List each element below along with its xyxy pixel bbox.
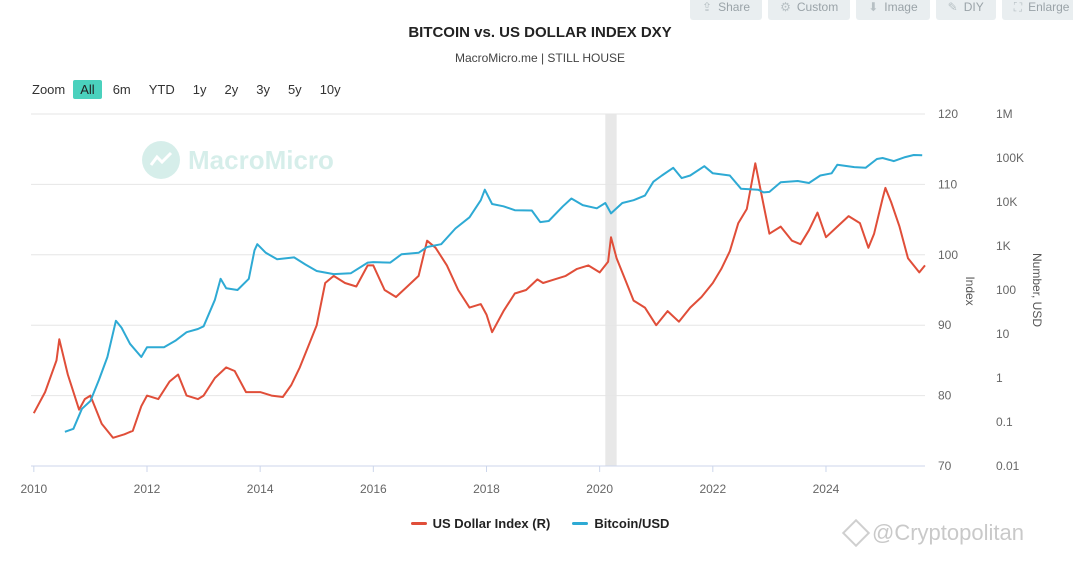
zoom-label: Zoom [32,82,66,97]
y-left-tick-label: 80 [938,389,952,403]
custom-button[interactable]: ⚙ Custom [768,0,851,20]
legend-item-dxy[interactable]: US Dollar Index (R) [410,516,551,531]
y-axis-left: 70 80 90 100 110 120 [938,107,958,473]
series-line-bitcoin [64,154,923,433]
y-right-tick-label: 1M [996,107,1013,121]
pencil-icon: ✎ [947,0,958,14]
x-tick-label: 2018 [473,482,500,496]
download-icon: ⬇ [868,0,879,14]
y-left-tick-label: 120 [938,107,958,121]
y-right-tick-label: 100K [996,151,1024,165]
watermark-text: MacroMicro [188,144,334,175]
macromicro-watermark: MacroMicro [142,141,334,179]
y-left-tick-label: 90 [938,318,952,332]
y-axis-right: 0.01 0.1 1 10 100 1K 10K 100K 1M [996,107,1024,473]
x-tick-label: 2016 [360,482,387,496]
x-axis: 2010 2012 2014 2016 2018 2020 2022 2024 [20,465,925,496]
zoom-10y-button[interactable]: 10y [319,82,341,97]
legend-swatch-bitcoin [572,522,589,525]
legend-item-bitcoin[interactable]: Bitcoin/USD [572,516,669,531]
legend-swatch-dxy [410,522,427,525]
zoom-all-button[interactable]: All [73,80,102,99]
x-tick-label: 2020 [586,482,613,496]
credit-text: @Cryptopolitan [872,520,1024,545]
chart-title: BITCOIN vs. US DOLLAR INDEX DXY [408,24,672,41]
series-group [32,154,926,439]
diy-button[interactable]: ✎ DIY [935,0,996,20]
zoom-ytd-button[interactable]: YTD [148,82,175,97]
share-button[interactable]: ⇪ Share [690,0,763,20]
x-tick-label: 2024 [813,482,840,496]
zoom-3y-button[interactable]: 3y [256,82,270,97]
enlarge-button[interactable]: ⛶ Enlarge [1001,0,1073,20]
x-tick-label: 2014 [247,482,274,496]
expand-icon: ⛶ [1013,0,1023,14]
share-icon: ⇪ [702,0,713,14]
legend-label-dxy: US Dollar Index (R) [432,516,551,531]
y-right-tick-label: 1K [996,239,1011,253]
y-right-tick-label: 1 [996,371,1003,385]
macromicro-logo-icon [142,141,180,179]
series-line-dxy [32,162,926,439]
zoom-5y-button[interactable]: 5y [287,82,302,97]
y-right-tick-label: 10K [996,195,1017,209]
zoom-selector: Zoom All 6m YTD 1y 2y 3y 5y 10y [32,80,348,99]
y-left-tick-label: 100 [938,248,958,262]
y-right-tick-label: 10 [996,327,1010,341]
cryptopolitan-logo-icon [841,518,871,548]
y-right-tick-label: 100 [996,283,1016,297]
zoom-2y-button[interactable]: 2y [224,82,239,97]
chart-subtitle: MacroMicro.me | STILL HOUSE [454,51,626,65]
gear-icon: ⚙ [780,0,791,14]
chart-legend: US Dollar Index (R) Bitcoin/USD [0,516,1073,531]
image-button[interactable]: ⬇ Image [856,0,930,20]
shaded-region [605,114,617,466]
y-right-tick-label: 0.1 [996,415,1013,429]
x-tick-label: 2022 [699,482,726,496]
x-tick-label: 2010 [20,482,47,496]
x-tick-label: 2012 [134,482,161,496]
y-left-tick-label: 70 [938,459,952,473]
zoom-6m-button[interactable]: 6m [112,82,131,97]
y-axis-right-label: Number, USD [1030,253,1044,327]
zoom-1y-button[interactable]: 1y [192,82,207,97]
legend-label-bitcoin: Bitcoin/USD [594,516,670,531]
y-axis-left-label: Index [963,276,977,305]
cryptopolitan-credit: @Cryptopolitan [841,518,1024,548]
y-right-tick-label: 0.01 [996,459,1020,473]
chart-toolbar: ⇪ Share ⚙ Custom ⬇ Image ✎ DIY ⛶ Enlarge [690,0,1073,20]
y-left-tick-label: 110 [938,177,957,191]
